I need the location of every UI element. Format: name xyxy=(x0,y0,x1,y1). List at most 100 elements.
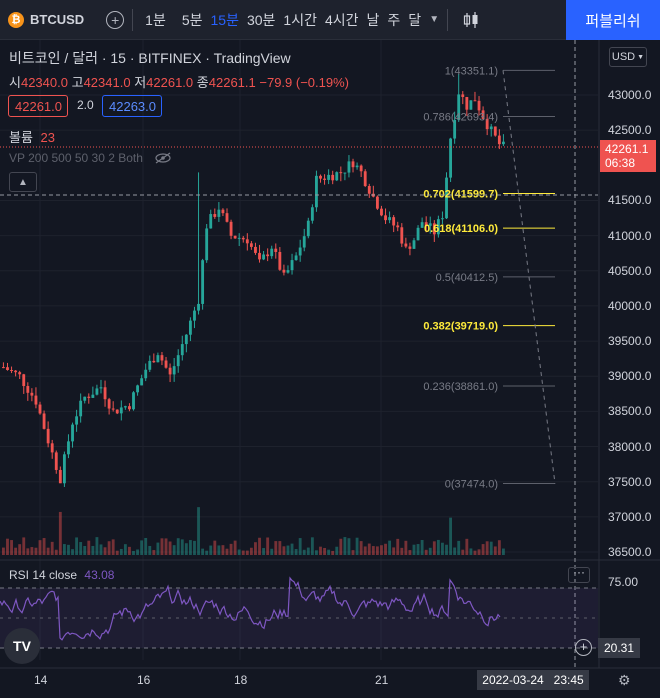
volume-bar xyxy=(209,545,213,555)
volume-bar xyxy=(180,539,184,555)
candle-body xyxy=(270,248,274,257)
candle-body xyxy=(469,100,473,110)
vp-label: VP 200 500 50 30 2 Both xyxy=(9,151,143,165)
timeframe-1[interactable]: 5분 xyxy=(181,11,203,28)
volume-bar xyxy=(290,543,294,555)
candle-body xyxy=(286,270,290,273)
volume-bar xyxy=(416,544,420,555)
compare-plus-icon[interactable]: + xyxy=(106,10,125,29)
volume-bar xyxy=(363,546,367,555)
volume-bar xyxy=(262,548,266,555)
volume-bar xyxy=(83,545,87,555)
candle-body xyxy=(152,360,156,363)
candle-body xyxy=(319,175,322,179)
volume-bar xyxy=(481,544,485,555)
volume-bar xyxy=(355,537,359,555)
high-value: 42341.0 xyxy=(83,75,131,90)
sell-price-button[interactable]: 42261.0 xyxy=(8,95,68,117)
volume-bar xyxy=(144,537,148,555)
volume-bar xyxy=(6,538,9,555)
add-plus-icon[interactable]: + xyxy=(575,639,592,656)
fib-label: 1(43351.1) xyxy=(445,65,498,77)
volume-bar xyxy=(359,541,363,555)
volume-bar xyxy=(408,550,412,555)
settings-gear-icon[interactable]: ⚙ xyxy=(618,672,631,688)
candle-body xyxy=(335,172,339,181)
candle-body xyxy=(310,207,314,221)
timeframe-4[interactable]: 1시간 xyxy=(283,11,317,28)
volume-bar xyxy=(485,541,489,555)
tradingview-logo-icon[interactable]: TV xyxy=(4,628,40,664)
buy-price-button[interactable]: 42263.0 xyxy=(102,95,162,117)
candle-body xyxy=(282,269,286,273)
candle-body xyxy=(416,227,420,241)
volume-bar xyxy=(436,539,440,555)
volume-bar xyxy=(54,549,58,555)
more-options-icon[interactable]: ··· xyxy=(568,566,590,583)
candle-body xyxy=(6,367,9,371)
volume-bar xyxy=(315,550,318,555)
timeframe-8[interactable]: 달 xyxy=(408,11,422,28)
time-tick: 16 xyxy=(137,673,151,687)
ohlc-legend: 시42340.0 고42341.0 저42261.0 종42261.1 −79.… xyxy=(9,72,349,91)
fib-trend-line xyxy=(502,70,556,484)
collapse-legend-button[interactable]: ▲ xyxy=(9,172,37,192)
volume-bar xyxy=(91,545,95,555)
eye-hidden-icon[interactable] xyxy=(154,152,172,164)
volume-bar xyxy=(351,550,355,555)
timeframe-0[interactable]: 1분 xyxy=(145,11,166,28)
candle-body xyxy=(156,355,160,363)
fib-label: 0.618(41106.0) xyxy=(424,223,498,235)
candle-body xyxy=(148,360,152,370)
bitcoin-icon: ₿ xyxy=(8,11,24,28)
volume-bar xyxy=(10,540,13,555)
volume-bar xyxy=(469,548,473,555)
volume-bar xyxy=(14,547,18,555)
fib-label: 0(37474.0) xyxy=(445,479,498,491)
candle-body xyxy=(258,252,261,260)
timeframe-2[interactable]: 15분 xyxy=(210,11,239,28)
volume-bar xyxy=(2,547,5,555)
candle-body xyxy=(38,404,42,414)
volume-bar xyxy=(50,541,54,555)
candle-body xyxy=(30,392,34,396)
volume-bar xyxy=(95,537,99,555)
volume-bar xyxy=(319,546,322,555)
candle-body xyxy=(221,209,225,214)
currency-select[interactable]: USD ▼ xyxy=(609,47,647,67)
chevron-down-icon[interactable]: ▼ xyxy=(429,14,440,25)
rsi-upper-tick: 75.00 xyxy=(608,575,639,589)
candle-body xyxy=(489,126,493,130)
symbol-label: BTCUSD xyxy=(30,12,85,27)
candle-body xyxy=(388,217,392,221)
chart-canvas[interactable]: 1(43351.1) 0.786(42693.4) 0.702(41599.7) 0.… xyxy=(0,40,660,698)
fib-label: 0.5(40412.5) xyxy=(436,272,498,284)
volume-label: 볼륨 xyxy=(9,130,33,145)
candle-body xyxy=(315,175,318,208)
candle-body xyxy=(229,221,233,236)
timeframe-7[interactable]: 주 xyxy=(387,11,401,28)
volume-bar xyxy=(339,538,343,555)
volume-bar xyxy=(123,544,127,555)
volume-bar xyxy=(87,540,91,555)
fib-label: 0.786(42693.4) xyxy=(423,112,498,124)
candle-body xyxy=(209,214,213,229)
volume-bar xyxy=(46,547,50,555)
volume-bar xyxy=(404,540,408,555)
candle-body xyxy=(50,443,54,453)
volume-bar xyxy=(258,537,261,555)
price-tick: 37500.0 xyxy=(608,474,652,489)
timeframe-3[interactable]: 30분 xyxy=(246,11,276,28)
timeframe-6[interactable]: 날 xyxy=(366,11,380,28)
volume-bar xyxy=(22,537,26,555)
candle-body xyxy=(132,392,135,410)
symbol-search[interactable]: ₿ BTCUSD xyxy=(8,11,85,28)
candlestick-icon[interactable] xyxy=(462,11,480,29)
candle-body xyxy=(75,416,79,425)
change-value: −79.9 (−0.19%) xyxy=(259,75,349,90)
timeframe-5[interactable]: 4시간 xyxy=(324,11,359,28)
volume-bar xyxy=(30,547,34,555)
candle-body xyxy=(359,165,363,172)
publish-button[interactable]: 퍼블리쉬 xyxy=(566,0,660,40)
volume-bar xyxy=(270,548,274,555)
